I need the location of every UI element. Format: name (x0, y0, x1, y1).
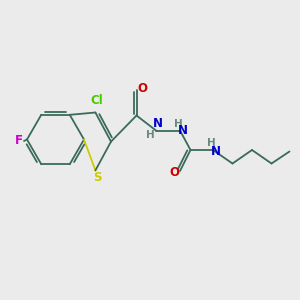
Text: S: S (93, 171, 101, 184)
Text: O: O (137, 82, 147, 95)
Text: H: H (174, 119, 183, 129)
Text: H: H (207, 138, 216, 148)
Text: N: N (210, 145, 220, 158)
Text: N: N (178, 124, 188, 137)
Text: Cl: Cl (91, 94, 103, 107)
Text: O: O (169, 166, 180, 179)
Text: N: N (152, 117, 163, 130)
Text: H: H (146, 130, 155, 140)
Text: F: F (15, 134, 22, 148)
